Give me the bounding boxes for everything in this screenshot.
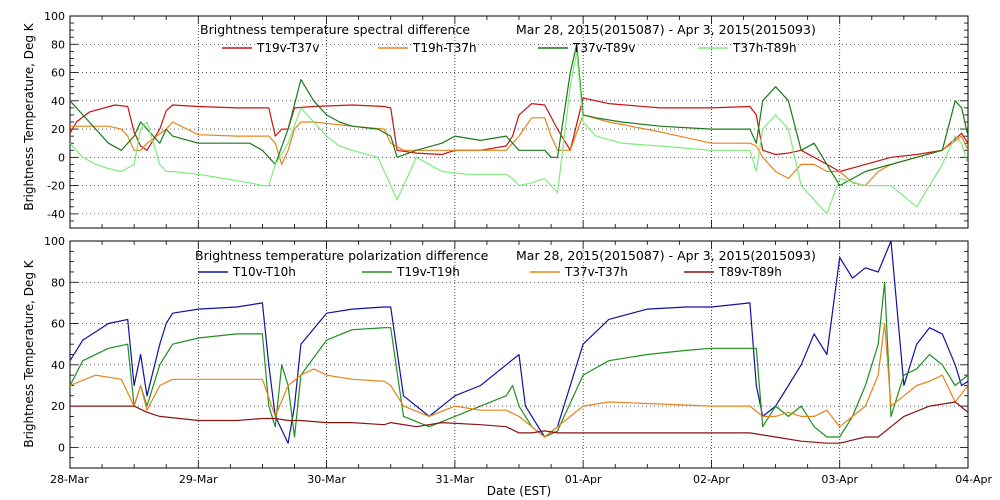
y-tick-label: 20: [51, 123, 65, 136]
y-tick-label: 60: [51, 318, 65, 331]
series-line-bottom-3: [70, 401, 968, 444]
x-tick-label: 03-Apr: [821, 473, 858, 486]
series-line-bottom-1: [70, 281, 968, 438]
x-tick-label: 29-Mar: [179, 473, 218, 486]
series-line-top-2: [70, 43, 968, 187]
y-tick-label: 80: [51, 38, 65, 51]
y-tick-label: 20: [51, 400, 65, 413]
legend-label: T37v-T89v: [572, 41, 635, 55]
series-line-bottom-2: [70, 322, 968, 438]
y-tick-label: 100: [44, 10, 65, 23]
x-tick-label: 01-Apr: [565, 473, 602, 486]
legend-label: T37v-T37h: [564, 265, 628, 279]
polarization-difference-panel: Brightness temperature polarization diff…: [22, 235, 992, 498]
series-group: [70, 241, 968, 444]
top-panel-y-axis-label: Brightness Temperature, Deg K: [22, 22, 36, 210]
y-tick-label: 80: [51, 276, 65, 289]
top-panel-title: Brightness temperature spectral differen…: [200, 22, 470, 37]
legend-label: T37h-T89h: [732, 41, 797, 55]
x-tick-label: 28-Mar: [50, 473, 89, 486]
series-line-bottom-0: [70, 241, 968, 444]
y-tick-label: 40: [51, 359, 65, 372]
x-axis-label: Date (EST): [487, 484, 551, 498]
series-group: [70, 43, 968, 215]
x-tick-label: 30-Mar: [307, 473, 346, 486]
bottom-panel-y-axis-label: Brightness Temperature, Deg K: [22, 259, 36, 447]
bottom-panel-subtitle: Mar 28, 2015(2015087) - Apr 3, 2015(2015…: [516, 248, 816, 263]
y-tick-label: 0: [58, 441, 65, 454]
series-line-top-1: [70, 114, 968, 187]
y-tick-label: 0: [58, 151, 65, 164]
legend-label: T89v-T89h: [718, 265, 782, 279]
spectral-difference-panel: Brightness temperature spectral differen…: [22, 10, 969, 229]
y-tick-label: 60: [51, 67, 65, 80]
bottom-panel-title: Brightness temperature polarization diff…: [195, 248, 489, 263]
y-tick-label: -40: [47, 208, 65, 221]
y-tick-label: -20: [47, 180, 65, 193]
y-tick-label: 40: [51, 95, 65, 108]
top-panel-subtitle: Mar 28, 2015(2015087) - Apr 3, 2015(2015…: [516, 22, 816, 37]
x-tick-label: 02-Apr: [693, 473, 730, 486]
legend-label: T19v-T19h: [396, 265, 460, 279]
x-tick-label: 31-Mar: [435, 473, 474, 486]
x-tick-label: 04-Apr: [955, 473, 992, 486]
series-line-top-3: [70, 50, 968, 215]
legend-label: T19h-T37h: [412, 41, 477, 55]
legend-label: T10v-T10h: [232, 265, 296, 279]
legend-label: T19v-T37v: [256, 41, 319, 55]
y-tick-label: 100: [44, 235, 65, 248]
